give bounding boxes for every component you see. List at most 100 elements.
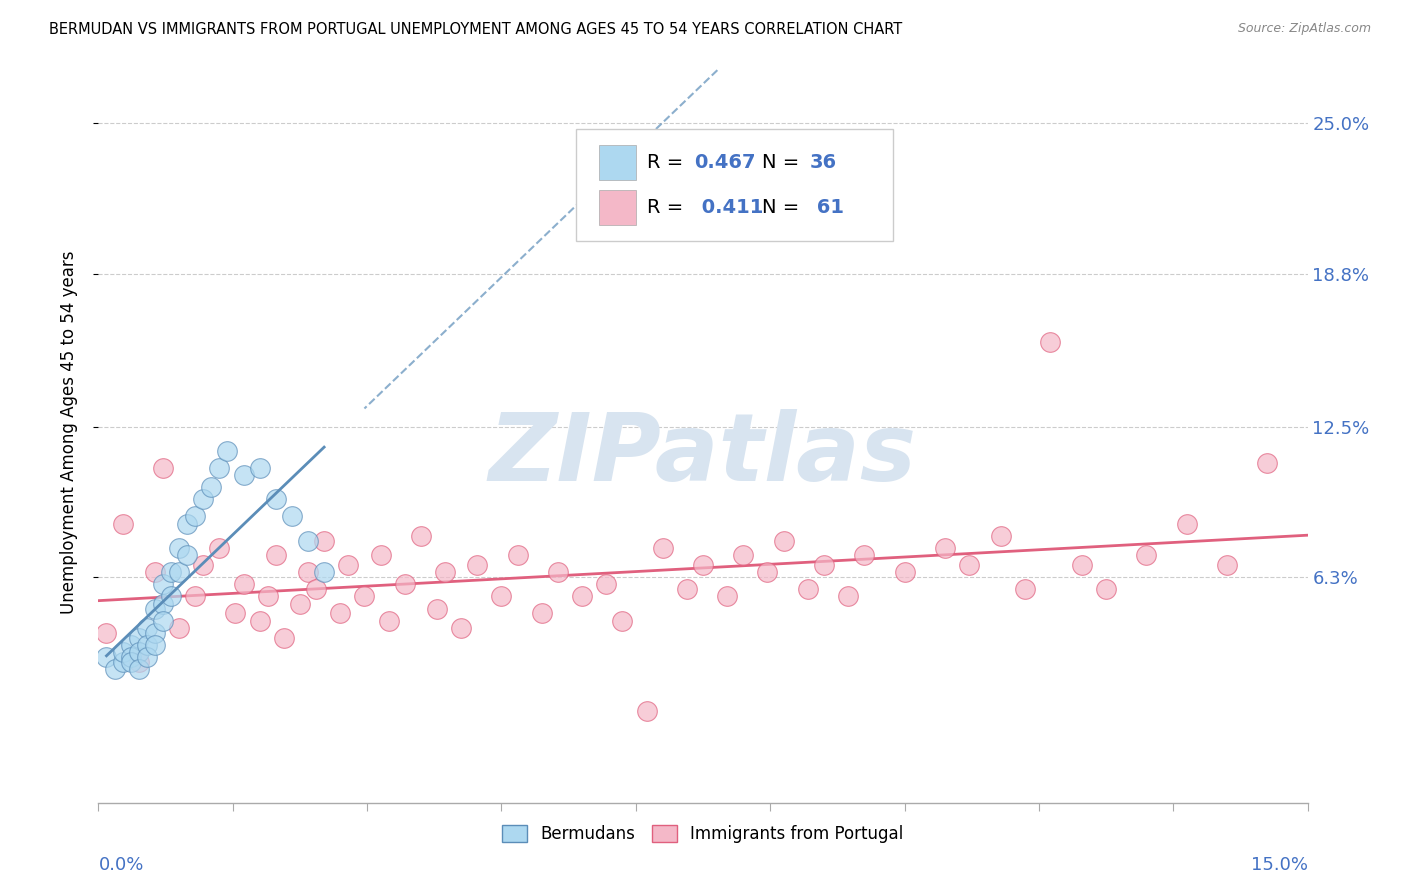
Point	[208, 460, 231, 475]
Point	[612, 614, 634, 628]
Point	[128, 645, 150, 659]
Point	[232, 577, 254, 591]
Point	[450, 621, 472, 635]
Point	[329, 607, 352, 621]
Point	[434, 565, 457, 579]
Point	[160, 565, 183, 579]
Point	[1135, 548, 1157, 562]
Point	[143, 626, 166, 640]
Point	[184, 509, 207, 524]
Point	[288, 597, 311, 611]
Point	[733, 548, 755, 562]
Text: BERMUDAN VS IMMIGRANTS FROM PORTUGAL UNEMPLOYMENT AMONG AGES 45 TO 54 YEARS CORR: BERMUDAN VS IMMIGRANTS FROM PORTUGAL UNE…	[49, 22, 903, 37]
Point	[224, 607, 246, 621]
Point	[636, 704, 658, 718]
Point	[813, 558, 835, 572]
Point	[167, 541, 190, 555]
Point	[772, 533, 794, 548]
Point	[297, 533, 319, 548]
Point	[676, 582, 699, 597]
Point	[167, 565, 190, 579]
Point	[837, 590, 859, 604]
Point	[394, 577, 416, 591]
Point	[716, 590, 738, 604]
Point	[249, 614, 271, 628]
Point	[135, 638, 157, 652]
Point	[370, 548, 392, 562]
Text: N =: N =	[762, 153, 806, 172]
Point	[128, 655, 150, 669]
Point	[1095, 582, 1118, 597]
Point	[853, 548, 876, 562]
Point	[1070, 558, 1092, 572]
Point	[120, 655, 142, 669]
Point	[193, 492, 215, 507]
Text: 15.0%: 15.0%	[1250, 856, 1308, 874]
Point	[249, 460, 271, 475]
Point	[256, 590, 278, 604]
Y-axis label: Unemployment Among Ages 45 to 54 years: Unemployment Among Ages 45 to 54 years	[59, 251, 77, 615]
Point	[143, 565, 166, 579]
Point	[264, 548, 287, 562]
Text: ZIPatlas: ZIPatlas	[489, 409, 917, 500]
Point	[377, 614, 399, 628]
Point	[120, 650, 142, 665]
Point	[297, 565, 319, 579]
Point	[96, 650, 118, 665]
Point	[184, 590, 207, 604]
Point	[152, 577, 174, 591]
Text: 0.411: 0.411	[695, 198, 763, 217]
Point	[152, 597, 174, 611]
Point	[143, 601, 166, 615]
Point	[1256, 456, 1278, 470]
Point	[305, 582, 328, 597]
Point	[314, 533, 336, 548]
Point	[353, 590, 375, 604]
Point	[465, 558, 488, 572]
Text: N =: N =	[762, 198, 806, 217]
Text: 36: 36	[810, 153, 837, 172]
Point	[1216, 558, 1239, 572]
Point	[135, 621, 157, 635]
Point	[135, 650, 157, 665]
Point	[111, 645, 134, 659]
Point	[506, 548, 529, 562]
Point	[756, 565, 779, 579]
Point	[152, 460, 174, 475]
Point	[208, 541, 231, 555]
Point	[232, 468, 254, 483]
Point	[692, 558, 714, 572]
Point	[103, 662, 125, 676]
Point	[934, 541, 956, 555]
Point	[128, 631, 150, 645]
Text: 0.467: 0.467	[695, 153, 756, 172]
Point	[176, 516, 198, 531]
Point	[990, 529, 1012, 543]
Point	[547, 565, 569, 579]
Point	[426, 601, 449, 615]
Point	[409, 529, 432, 543]
Point	[111, 655, 134, 669]
Text: R =: R =	[647, 198, 689, 217]
Text: Source: ZipAtlas.com: Source: ZipAtlas.com	[1237, 22, 1371, 36]
Point	[281, 509, 304, 524]
Point	[143, 638, 166, 652]
Point	[160, 590, 183, 604]
Point	[1039, 334, 1062, 349]
Point	[111, 516, 134, 531]
Point	[217, 443, 239, 458]
Point	[957, 558, 980, 572]
Point	[120, 638, 142, 652]
Point	[314, 565, 336, 579]
Point	[893, 565, 915, 579]
Point	[273, 631, 295, 645]
Point	[1014, 582, 1036, 597]
Text: 0.0%: 0.0%	[98, 856, 143, 874]
Point	[200, 480, 222, 494]
Point	[96, 626, 118, 640]
Point	[491, 590, 513, 604]
Point	[193, 558, 215, 572]
Point	[530, 607, 553, 621]
Point	[128, 662, 150, 676]
Point	[176, 548, 198, 562]
